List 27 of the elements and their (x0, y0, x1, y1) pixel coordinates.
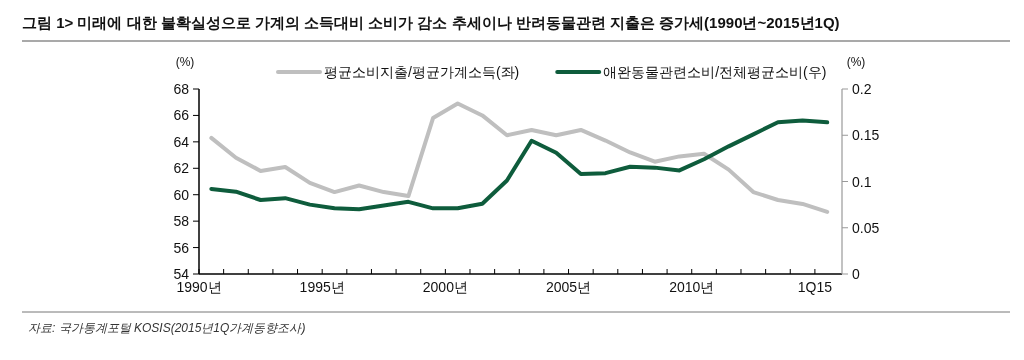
x-tick-label: 1Q15 (797, 279, 833, 295)
y2-tick-label: 0.2 (852, 81, 872, 97)
legend-label: 평균소비지출/평균가계소득(좌) (324, 64, 520, 80)
y-tick-label: 54 (173, 266, 190, 282)
line-series (209, 101, 830, 214)
text: 자료: 국가통계포털 KOSIS(2015년1Q가계동향조사) (28, 321, 306, 335)
y2-tick-label: 0.15 (852, 127, 880, 144)
y-tick-label: 60 (173, 186, 190, 203)
line-series (209, 118, 830, 212)
y-tick-label: 64 (173, 133, 190, 150)
y-tick-label: 62 (173, 160, 190, 177)
x-tick-label: 2010년 (669, 279, 715, 295)
y-tick-label: 68 (173, 81, 190, 97)
x-tick-label: 2005년 (545, 279, 592, 295)
y-tick-label: 56 (173, 239, 190, 256)
x-tick-label: 1990년 (176, 279, 222, 295)
y-tick-label: 66 (173, 107, 190, 124)
y2-tick-label: 0 (852, 266, 860, 282)
y-tick-label: 58 (173, 213, 190, 230)
x-tick-label: 1995년 (299, 279, 345, 295)
y-axis-title: (%) (175, 55, 195, 69)
chart-title: 그림 1> 미래에 대한 불확실성으로 가계의 소득대비 소비가 감소 추세이나 반려동물관련 지출은 증가세(1990년~2015년1Q) (22, 14, 840, 31)
y2-tick-label: 0.1 (852, 173, 872, 190)
y2-tick-label: 0.05 (852, 219, 880, 236)
x-tick-label: 2000년 (422, 279, 468, 295)
y2-axis-title: (%) (846, 55, 866, 69)
legend-label: 애완동물관련소비/전체평균소비(우) (603, 64, 827, 80)
